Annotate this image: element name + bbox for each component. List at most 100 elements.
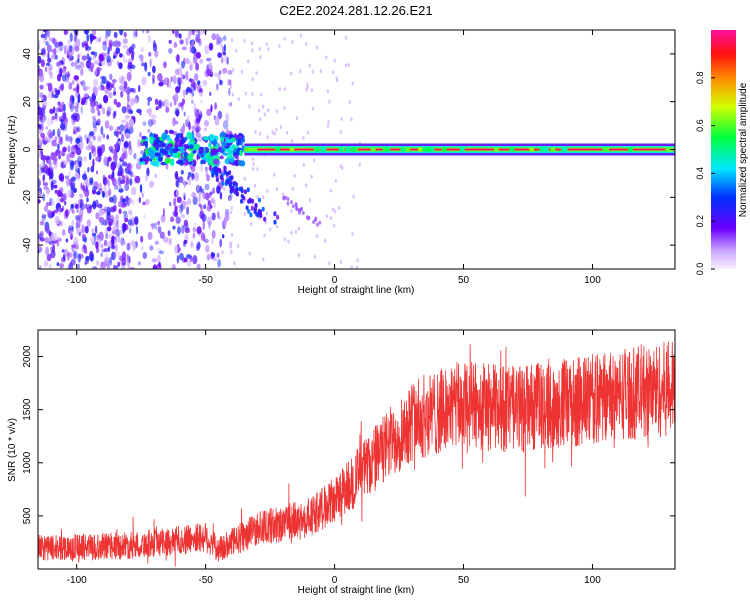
heatmap-cell — [158, 99, 163, 109]
heatmap-cell — [178, 176, 184, 184]
heatmap-cell — [356, 258, 359, 263]
heatmap-cell — [259, 55, 262, 60]
heatmap-cell — [240, 188, 244, 194]
heatmap-cell — [235, 186, 239, 192]
heatmap-cell — [154, 173, 157, 178]
heatmap-cell — [225, 112, 230, 123]
heatmap-cell — [289, 147, 295, 152]
heatmap-cell — [95, 119, 101, 124]
heatmap-cell — [121, 106, 127, 114]
heatmap-cell — [167, 230, 171, 236]
heatmap-cell — [89, 131, 95, 136]
heatmap-cell — [44, 164, 47, 172]
heatmap-cell — [170, 216, 175, 223]
heatmap-cell — [96, 191, 101, 196]
heatmap-cell — [186, 131, 193, 140]
heatmap-cell — [120, 90, 124, 98]
heatmap-cell — [209, 61, 212, 68]
heatmap-cell — [157, 220, 161, 226]
heatmap-cell — [70, 233, 73, 240]
heatmap-cell — [339, 164, 343, 169]
heatmap-cell — [210, 148, 218, 156]
heatmap-cell — [80, 105, 83, 114]
heatmap-cell — [429, 147, 435, 152]
heatmap-cell — [217, 52, 223, 58]
heatmap-cell — [60, 122, 66, 131]
heatmap-cell — [61, 74, 67, 82]
heatmap-cell — [118, 208, 122, 215]
heatmap-cell — [84, 30, 89, 35]
heatmap-cell — [190, 78, 195, 88]
heatmap-cell — [178, 139, 183, 148]
heatmap-cell — [422, 147, 428, 152]
heatmap-cell — [202, 213, 205, 221]
heatmap-cell — [61, 56, 65, 67]
heatmap-cell — [339, 259, 343, 264]
heatmap-cell — [149, 58, 152, 68]
heatmap-cell — [57, 143, 60, 150]
heatmap-cell — [65, 238, 69, 243]
heatmap-cell — [225, 179, 229, 185]
heatmap-cell — [192, 150, 197, 154]
heatmap-cell — [114, 238, 118, 243]
heatmap-cell — [198, 108, 202, 115]
heatmap-cell — [102, 41, 108, 52]
heatmap-cell — [185, 88, 188, 96]
heatmap-cell — [215, 33, 220, 41]
heatmap-cell — [221, 147, 225, 154]
heatmap-cell — [126, 242, 131, 251]
heatmap-cell — [180, 126, 185, 135]
heatmap-cell — [153, 222, 158, 230]
heatmap-cell — [103, 190, 109, 198]
heatmap-cell — [159, 148, 165, 154]
heatmap-cell — [124, 132, 130, 138]
heatmap-cell — [185, 37, 189, 46]
heatmap-cell — [88, 151, 92, 161]
heatmap-cell — [141, 135, 147, 140]
heatmap-cell — [203, 120, 209, 127]
heatmap-cell — [195, 30, 199, 33]
heatmap-cell — [294, 229, 298, 234]
x-tick-label: -100 — [67, 575, 87, 586]
heatmap-cell — [192, 232, 196, 239]
heatmap-cell — [233, 180, 237, 186]
heatmap-cell — [240, 69, 243, 74]
heatmap-cell — [110, 206, 116, 213]
heatmap-cell — [258, 108, 261, 113]
heatmap-cell — [95, 241, 99, 249]
heatmap-cell — [65, 209, 69, 218]
heatmap-cell — [148, 107, 152, 117]
heatmap-cell — [222, 35, 227, 41]
heatmap-cell — [62, 146, 67, 153]
heatmap-cell — [188, 144, 194, 150]
heatmap-cell — [127, 209, 133, 215]
heatmap-cell — [209, 134, 215, 142]
heatmap-cell — [105, 232, 108, 240]
y-tick-label: 500 — [22, 507, 33, 524]
heatmap-cell — [442, 147, 447, 152]
heatmap-cell — [299, 33, 303, 38]
heatmap-cell — [91, 228, 95, 234]
heatmap-cell — [65, 177, 71, 187]
heatmap-cell — [73, 40, 79, 50]
heatmap-cell — [96, 234, 100, 241]
heatmap-cell — [120, 154, 125, 161]
heatmap-cell — [188, 30, 191, 40]
heatmap-cell — [56, 189, 62, 197]
heatmap-cell — [273, 172, 276, 177]
heatmap-cell — [186, 254, 192, 259]
heatmap-cell — [168, 79, 171, 89]
heatmap-cell — [163, 236, 169, 243]
heatmap-cell — [154, 49, 159, 58]
heatmap-cell — [137, 261, 142, 266]
heatmap-cell — [196, 35, 200, 43]
heatmap-cell — [221, 250, 224, 255]
heatmap-cell — [132, 97, 138, 104]
heatmap-cell — [245, 205, 249, 211]
heatmap-cell — [168, 238, 172, 246]
heatmap-cell — [297, 226, 301, 231]
heatmap-cell — [42, 174, 45, 183]
heatmap-cell — [142, 30, 145, 34]
heatmap-cell — [225, 139, 233, 144]
heatmap-cell — [92, 158, 95, 168]
